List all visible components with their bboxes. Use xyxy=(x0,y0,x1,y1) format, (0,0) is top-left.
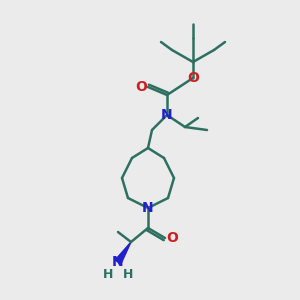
Text: O: O xyxy=(135,80,147,94)
Text: N: N xyxy=(112,255,124,269)
Text: N: N xyxy=(142,201,154,215)
Text: N: N xyxy=(161,108,173,122)
Text: H: H xyxy=(103,268,113,281)
Text: O: O xyxy=(187,71,199,85)
Polygon shape xyxy=(115,242,131,264)
Text: H: H xyxy=(123,268,133,281)
Text: O: O xyxy=(166,231,178,245)
